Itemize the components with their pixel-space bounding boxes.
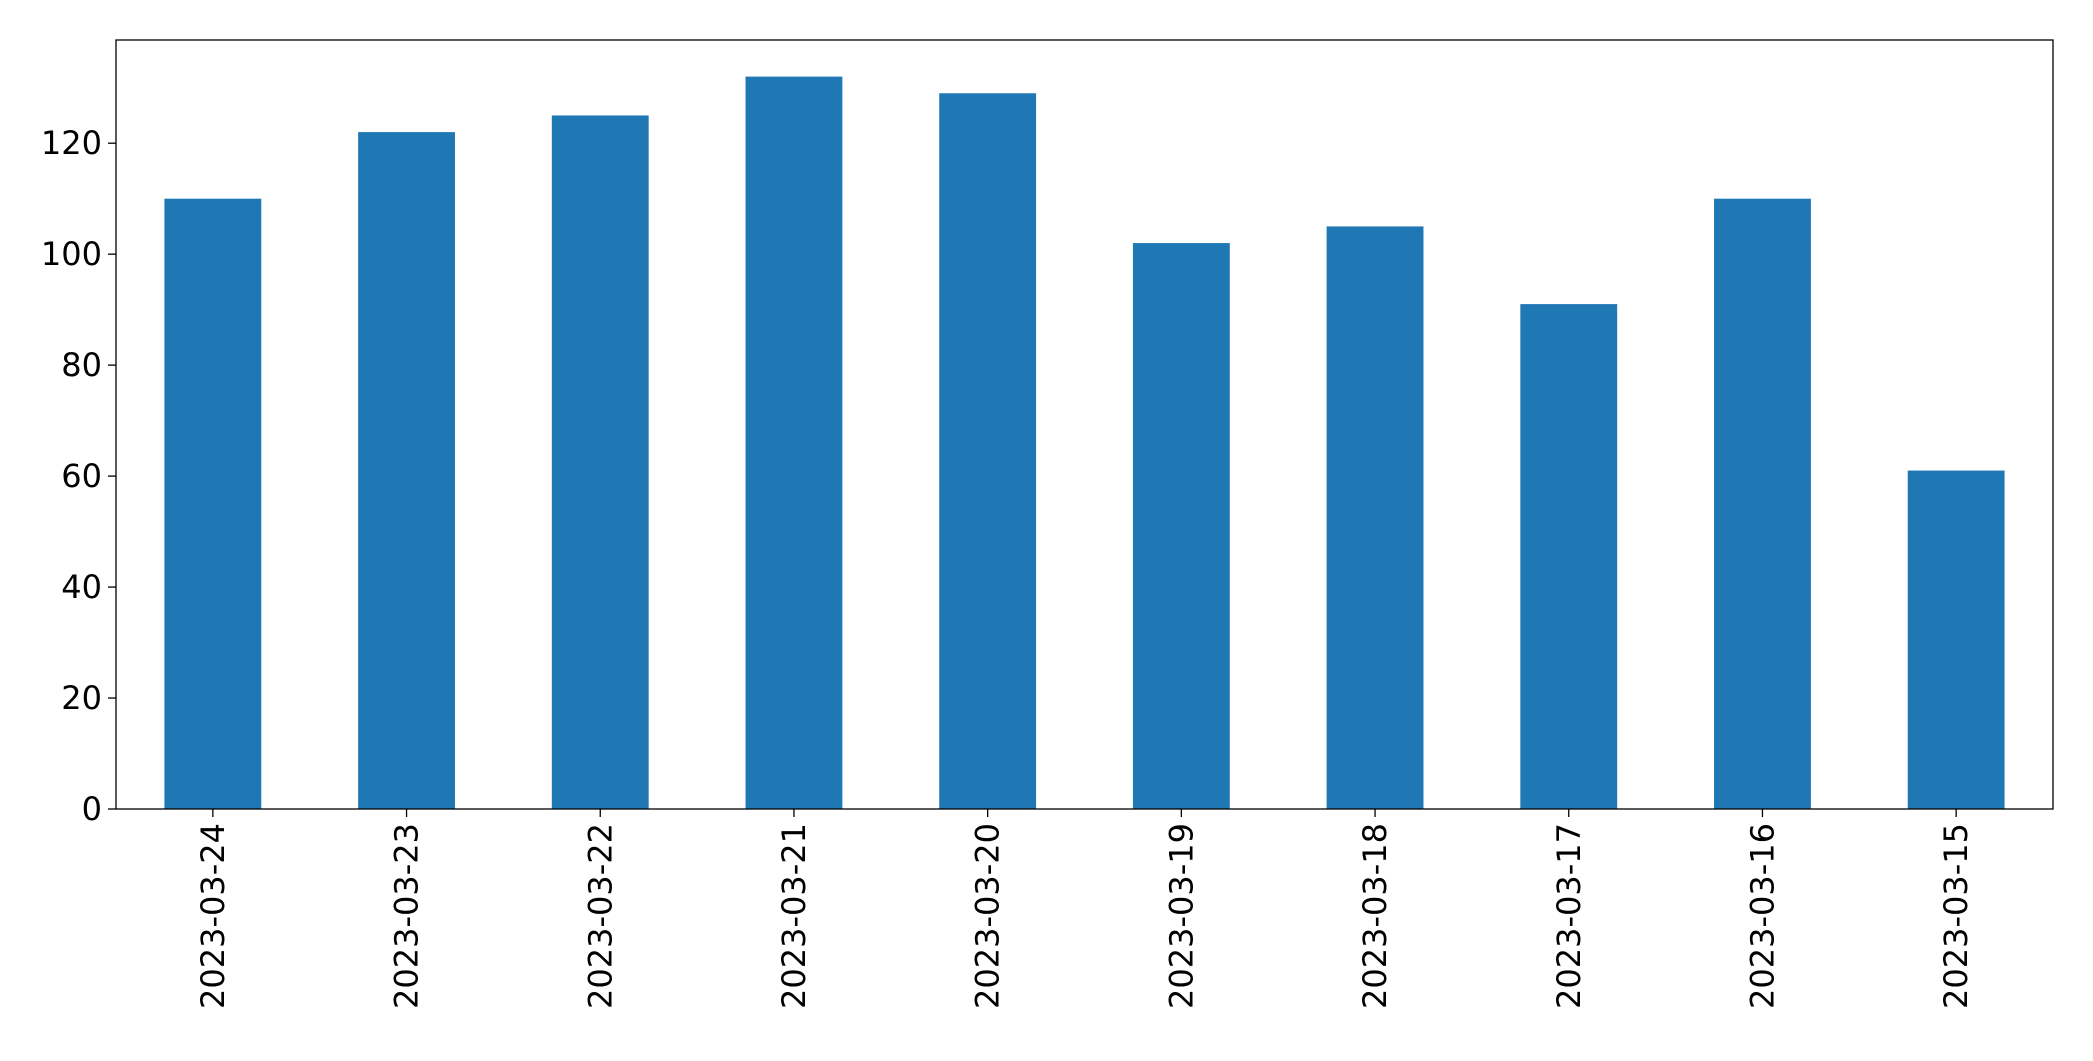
bar bbox=[939, 93, 1037, 810]
bar bbox=[745, 76, 843, 810]
x-tick-label: 2023-03-21 bbox=[775, 823, 813, 1009]
bar bbox=[1714, 198, 1811, 809]
x-tick-label: 2023-03-15 bbox=[1937, 823, 1975, 1009]
x-tick-label: 2023-03-16 bbox=[1743, 823, 1781, 1009]
y-tick-label: 120 bbox=[41, 124, 102, 162]
y-tick-label: 0 bbox=[82, 790, 102, 828]
y-tick-label: 40 bbox=[61, 568, 102, 606]
x-tick-label: 2023-03-18 bbox=[1356, 823, 1394, 1009]
bar bbox=[164, 198, 262, 809]
y-tick-label: 60 bbox=[61, 457, 102, 495]
bar bbox=[1326, 226, 1424, 809]
x-tick-label: 2023-03-22 bbox=[581, 823, 619, 1009]
y-tick-label: 20 bbox=[61, 679, 102, 717]
x-tick-label: 2023-03-19 bbox=[1162, 823, 1200, 1009]
x-tick-label: 2023-03-17 bbox=[1550, 823, 1588, 1009]
bar bbox=[358, 132, 455, 810]
bar bbox=[1520, 304, 1618, 809]
x-tick-label: 2023-03-23 bbox=[388, 823, 426, 1009]
y-tick-label: 100 bbox=[41, 235, 102, 273]
x-tick-label: 2023-03-24 bbox=[194, 823, 232, 1009]
plot-frame bbox=[115, 39, 2054, 810]
bar bbox=[1132, 243, 1230, 809]
x-tick-label: 2023-03-20 bbox=[969, 823, 1007, 1009]
bar bbox=[551, 115, 649, 810]
y-tick-label: 80 bbox=[61, 346, 102, 384]
bar bbox=[1907, 470, 2005, 809]
